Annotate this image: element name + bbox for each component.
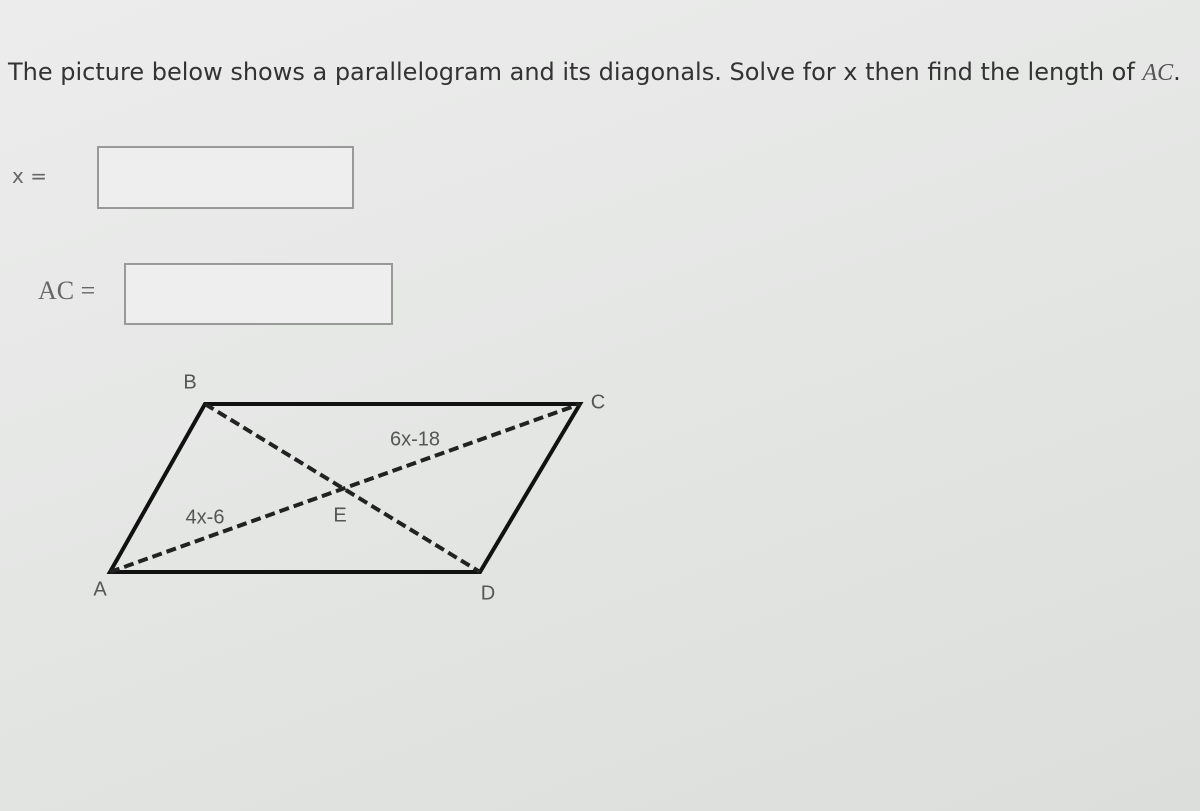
diagonal-ac <box>109 402 581 574</box>
segment-label: 6x-18 <box>390 428 440 450</box>
vertex-label: A <box>93 578 107 600</box>
segment-label: 4x-6 <box>186 506 225 528</box>
x-input[interactable] <box>97 146 354 209</box>
diagonal-bd <box>203 402 482 574</box>
ac-input[interactable] <box>124 263 393 325</box>
vertex-label: D <box>481 582 495 604</box>
vertex-label: E <box>333 504 346 526</box>
vertex-label: B <box>183 371 196 393</box>
vertex-label: C <box>591 391 605 413</box>
question-end: . <box>1173 58 1181 86</box>
ac-label: AC = <box>38 276 96 305</box>
x-label: x = <box>12 164 47 188</box>
question-variable: AC <box>1142 60 1174 86</box>
question-text: The picture below shows a parallelogram … <box>8 58 1135 86</box>
question: The picture below shows a parallelogram … <box>8 58 1181 87</box>
